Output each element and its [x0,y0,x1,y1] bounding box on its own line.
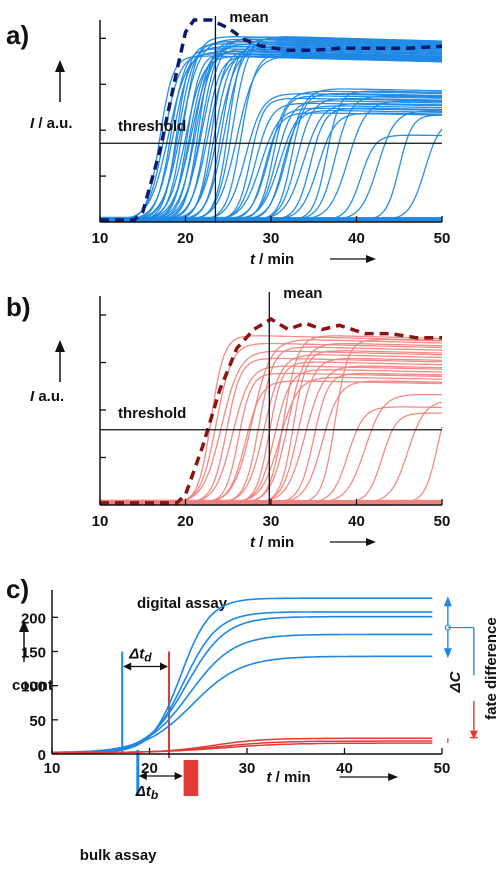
panel-b-mean-label: mean [283,285,322,302]
a-x-tick-label: 30 [263,230,280,247]
b-sample-curve [100,358,442,503]
panel-c-annotations [122,596,478,796]
panel-b-y-ticks [100,315,106,458]
a-sample-curve [100,56,442,220]
panel-b-xlabel-arrow [330,538,376,546]
panel-a-mean-label: mean [229,9,268,26]
digital-blue-curve [52,617,432,753]
panel-b-letter: b) [6,292,31,322]
delta-td-arrowhead-right [160,663,168,671]
panel-b-ylabel-arrowhead [55,340,65,352]
a-x-tick-label: 50 [434,230,451,247]
a-sample-curve [100,56,442,220]
panel-b: b) I a.u. 10 20 30 40 50 threshold mean t / … [6,285,450,551]
panel-a-y-ticks [100,38,106,176]
c-y-tick-label: 200 [21,610,46,627]
a-x-tick-label: 40 [348,230,365,247]
c-x-tick-label: 30 [239,760,256,777]
panel-c-letter: c) [6,574,29,604]
blue-bracket-head-bottom [444,648,452,658]
panel-a-ylabel: I / a.u. [30,115,73,132]
b-x-tick-label: 10 [92,513,109,530]
panel-a-threshold-label: threshold [118,118,186,135]
panel-a: a) I / a.u. 10 20 30 40 50 threshold mean t … [6,9,450,268]
panel-b-xlabel: t / min [250,534,294,551]
delta-c-label: ΔC [447,670,464,693]
b-x-tick-label: 20 [177,513,194,530]
a-sample-curve [100,56,442,220]
delta-td-arrowhead-left [123,663,131,671]
panel-a-letter: a) [6,20,29,50]
panel-c-series [52,598,432,752]
digital-blue-curve [52,634,432,752]
c-x-tick-label: 40 [336,760,353,777]
delta-c-red-head [470,731,478,740]
panel-c-xlabel: t / min [267,769,311,786]
panel-a-xlabel: t / min [250,251,294,268]
c-x-tick-label: 50 [434,760,451,777]
panel-c-title: digital assay [137,595,228,612]
a-sample-curve [100,56,442,220]
panel-a-xlabel-arrow [330,255,376,263]
c-y-tick-label: 100 [21,679,46,696]
delta-tb-label: Δtb [135,783,158,802]
c-x-arrow-head [388,773,398,781]
blue-bracket-head-top [444,596,452,606]
a-sample-curve [100,91,442,220]
delta-tb-arrowhead-right [175,772,183,780]
a-sample-curve [100,91,442,220]
c-x-tick-label: 10 [44,760,61,777]
bulk-red-bar [184,760,199,796]
c-y-tick-label: 150 [21,645,46,662]
panel-b-threshold-label: threshold [118,405,186,422]
a-x-arrow-head [366,255,376,263]
delta-td-label: Δtd [128,646,152,665]
a-sample-curve [100,94,442,220]
digital-blue-curve [52,598,432,752]
b-x-tick-label: 30 [263,513,280,530]
b-x-tick-label: 40 [348,513,365,530]
b-x-arrow-head [366,538,376,546]
panel-a-ylabel-arrowhead [55,60,65,72]
c-x-tick-label: 20 [141,760,158,777]
bulk-assay-label: bulk assay [80,847,157,864]
digital-blue-curve [52,612,432,753]
b-sample-curve [100,359,442,503]
a-x-tick-label: 10 [92,230,109,247]
panel-b-ylabel: I a.u. [30,388,64,405]
c-y-tick-label: 50 [29,713,46,730]
a-x-tick-label: 20 [177,230,194,247]
b-x-tick-label: 50 [434,513,451,530]
c-y-tick-label: 0 [38,747,46,764]
fate-difference-label: fate difference [483,617,498,720]
